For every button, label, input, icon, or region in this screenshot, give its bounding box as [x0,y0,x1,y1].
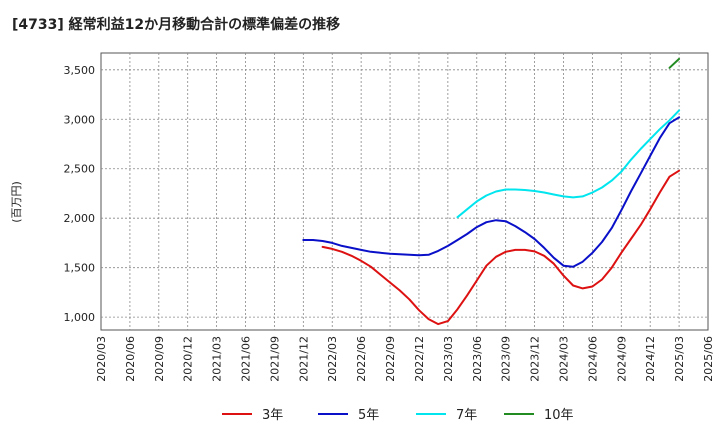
x-tick-label: 2020/09 [153,336,166,382]
y-tick-label: 1,000 [64,311,96,324]
x-tick-label: 2023/09 [500,336,513,382]
y-tick-label: 3,000 [64,113,96,126]
x-tick-label: 2021/12 [297,336,310,382]
series-line [302,116,681,268]
plot-area [100,52,709,331]
x-tick-label: 2023/12 [529,336,542,382]
x-tick-label: 2024/09 [615,336,628,382]
x-tick-label: 2021/03 [211,336,224,382]
series-line [668,57,681,69]
x-tick-label: 2022/06 [355,336,368,382]
x-tick-label: 2024/06 [586,336,599,382]
x-tick-label: 2020/06 [124,336,137,382]
series-line [321,169,681,326]
y-tick-label: 1,500 [64,262,96,275]
x-tick-label: 2023/03 [442,336,455,382]
y-tick-label: 2,000 [64,212,96,225]
legend-label: 3年 [262,408,283,423]
legend-label: 10年 [544,408,574,423]
x-tick-label: 2021/06 [240,336,253,382]
x-tick-label: 2020/03 [95,336,108,382]
y-tick-label: 3,500 [64,64,96,77]
y-axis-label: (百万円) [10,181,23,223]
x-tick-label: 2023/06 [471,336,484,382]
x-tick-label: 2024/03 [557,336,570,382]
legend-label: 7年 [456,408,477,423]
legend-label: 5年 [358,408,379,423]
x-tick-label: 2024/12 [644,336,657,382]
x-tick-label: 2025/06 [702,336,715,382]
x-tick-label: 2021/09 [268,336,281,382]
chart-title: [4733] 経常利益12か月移動合計の標準偏差の推移 [12,17,341,33]
x-tick-label: 2022/09 [384,336,397,382]
x-tick-label: 2022/12 [413,336,426,382]
x-tick-label: 2025/03 [673,336,686,382]
y-tick-label: 2,500 [64,163,96,176]
x-tick-label: 2022/03 [326,336,339,382]
x-tick-label: 2020/12 [182,336,195,382]
series-line [456,109,681,219]
